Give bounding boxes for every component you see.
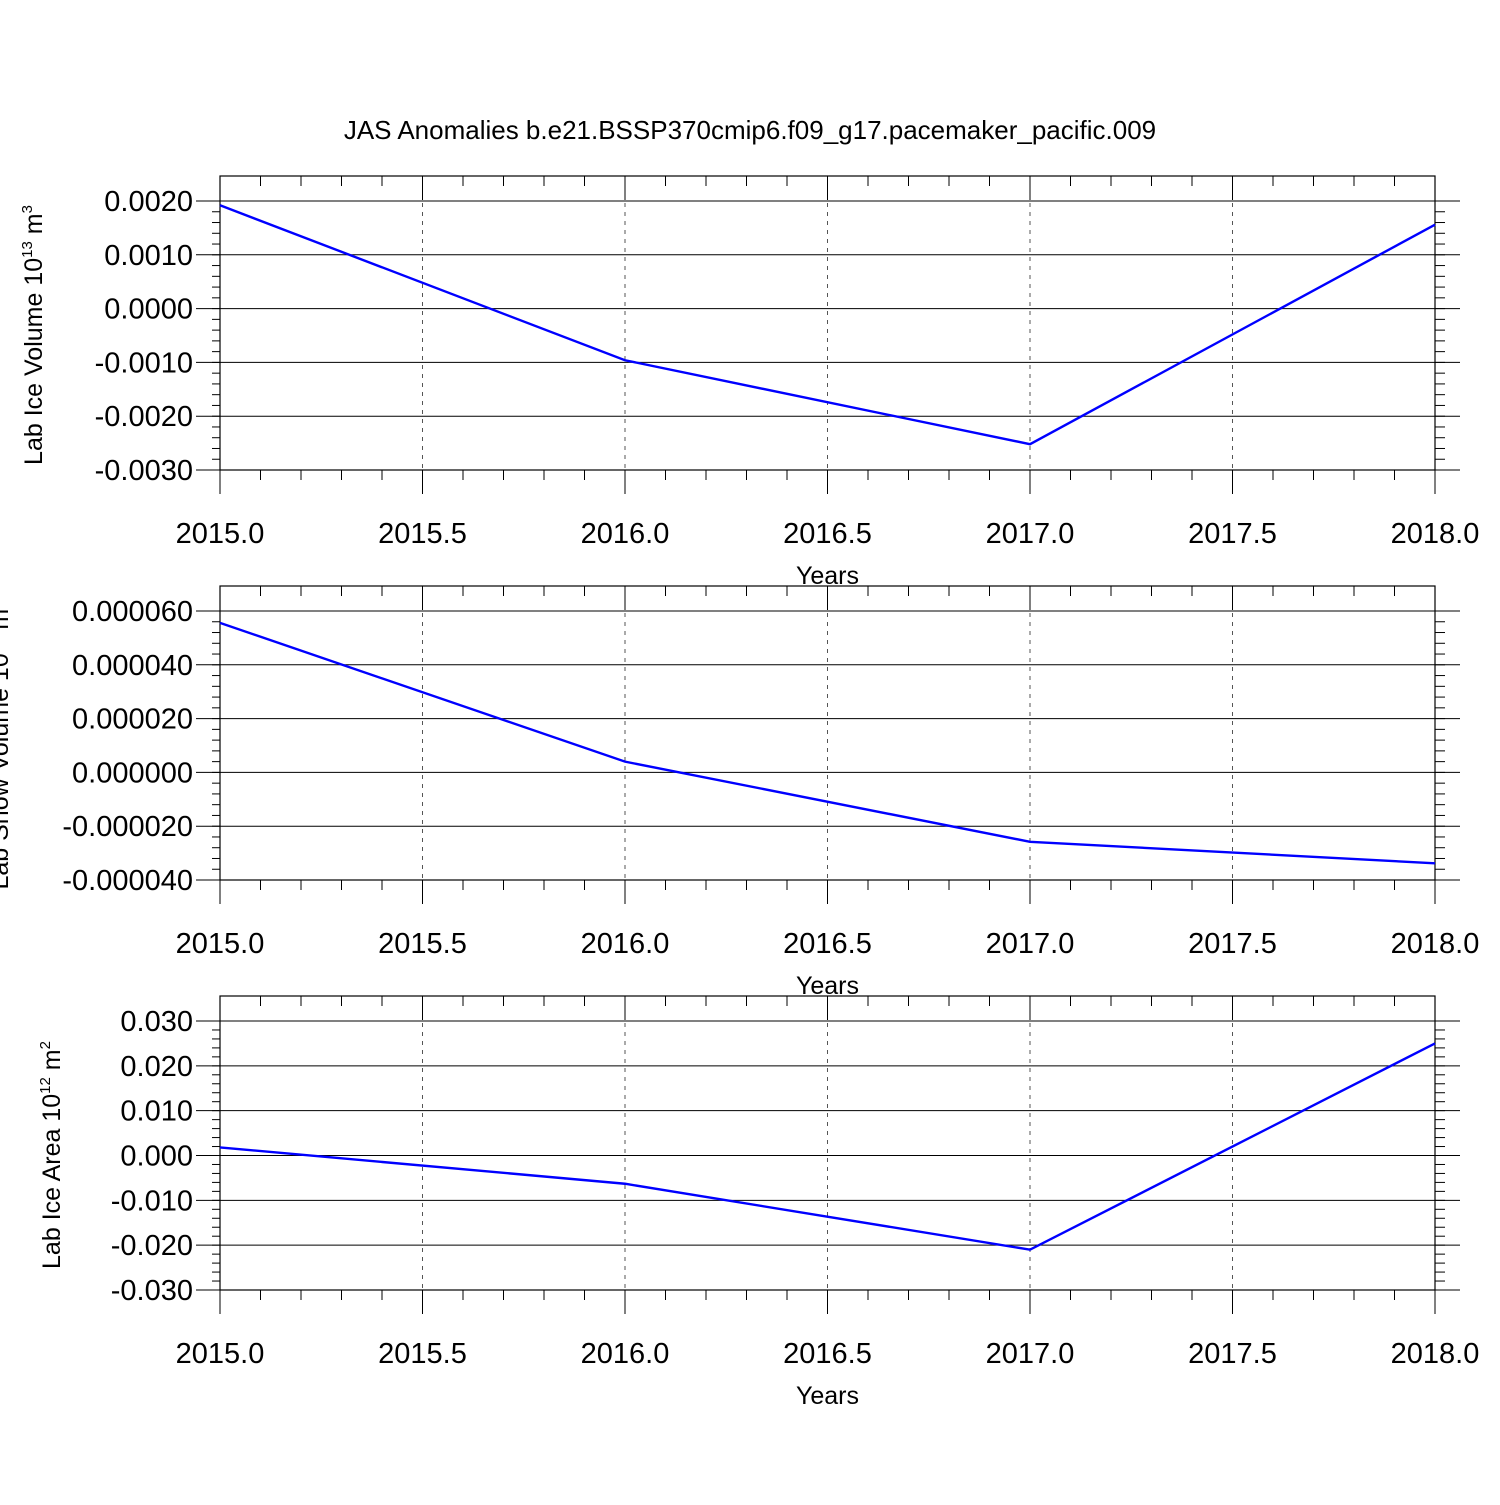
x-tick-label: 2017.5 xyxy=(1188,1338,1277,1370)
x-tick-label: 2015.0 xyxy=(176,928,265,960)
x-tick-label: 2017.0 xyxy=(986,1338,1075,1370)
x-tick-label: 2017.5 xyxy=(1188,518,1277,550)
chart-title: JAS Anomalies b.e21.BSSP370cmip6.f09_g17… xyxy=(344,115,1156,145)
series-line xyxy=(219,204,1436,446)
y-tick-label: 0.000040 xyxy=(72,650,193,682)
y-tick-label: 0.030 xyxy=(120,1006,193,1038)
x-axis-label: Years xyxy=(796,1382,859,1410)
y-tick-label: 0.0010 xyxy=(104,240,193,272)
y-tick-label: 0.000020 xyxy=(72,704,193,736)
y-axis-label-part: 3 xyxy=(19,205,36,213)
x-tick-label: 2015.5 xyxy=(378,928,467,960)
x-axis-label: Years xyxy=(796,562,859,590)
y-axis-label-part: 13 xyxy=(0,637,2,654)
x-tick-label: 2018.0 xyxy=(1391,518,1480,550)
y-axis-label-part: 2 xyxy=(37,1041,54,1049)
x-tick-label: 2017.0 xyxy=(986,518,1075,550)
y-axis-label-part: Lab Snow Volume 10 xyxy=(0,653,14,889)
y-axis-label-part: Lab Ice Area 10 xyxy=(38,1094,66,1269)
y-axis-label-part: m xyxy=(20,213,48,241)
y-tick-label: 0.000060 xyxy=(72,596,193,628)
x-tick-label: 2018.0 xyxy=(1391,928,1480,960)
x-tick-label: 2015.5 xyxy=(378,1338,467,1370)
y-tick-label: 0.0000 xyxy=(104,294,193,326)
y-axis-label-part: 12 xyxy=(37,1077,54,1094)
x-tick-label: 2017.5 xyxy=(1188,928,1277,960)
x-tick-label: 2015.5 xyxy=(378,518,467,550)
x-tick-label: 2016.5 xyxy=(783,928,872,960)
y-axis-label-part: Lab Ice Volume 10 xyxy=(20,258,48,465)
y-tick-label: -0.0010 xyxy=(95,347,193,379)
y-axis-label: Lab Snow Volume 1013 m3 xyxy=(0,600,14,889)
x-tick-label: 2016.0 xyxy=(581,1338,670,1370)
x-tick-label: 2016.5 xyxy=(783,518,872,550)
x-tick-label: 2016.0 xyxy=(581,928,670,960)
y-axis-label: Lab Ice Area 1012 m2 xyxy=(37,1041,66,1269)
x-tick-label: 2015.0 xyxy=(176,518,265,550)
y-axis-label-part: 13 xyxy=(19,241,36,258)
x-tick-label: 2018.0 xyxy=(1391,1338,1480,1370)
y-tick-label: 0.000000 xyxy=(72,757,193,789)
y-axis-label-part: 3 xyxy=(0,600,2,608)
y-tick-label: -0.030 xyxy=(111,1275,193,1307)
y-tick-label: 0.000 xyxy=(120,1141,193,1173)
series-line xyxy=(219,1042,1436,1251)
y-axis-label-part: m xyxy=(0,609,14,637)
y-tick-label: 0.010 xyxy=(120,1096,193,1128)
x-axis-label: Years xyxy=(796,972,859,1000)
series-line xyxy=(219,621,1436,865)
x-tick-label: 2016.5 xyxy=(783,1338,872,1370)
y-tick-label: -0.000040 xyxy=(62,865,193,897)
y-tick-label: -0.0030 xyxy=(95,455,193,487)
y-tick-label: -0.0020 xyxy=(95,401,193,433)
y-tick-label: -0.020 xyxy=(111,1230,193,1262)
panel-2: 0.000060 0.000040 0.000020 0.000000 -0.00002… xyxy=(0,585,1480,1000)
y-tick-label: -0.010 xyxy=(111,1185,193,1217)
y-tick-label: 0.020 xyxy=(120,1051,193,1083)
y-axis-label: Lab Ice Volume 1013 m3 xyxy=(19,205,48,465)
x-tick-label: 2016.0 xyxy=(581,518,670,550)
y-axis-label-part: m xyxy=(38,1049,66,1077)
panel-1: 0.0020 0.0010 0.0000 -0.0010 -0.0020 -0.0030 2… xyxy=(19,175,1480,590)
y-tick-label: -0.000020 xyxy=(62,811,193,843)
x-tick-label: 2017.0 xyxy=(986,928,1075,960)
panel-3: 0.030 0.020 0.010 0.000 -0.010 -0.020 -0.030 20… xyxy=(37,995,1480,1410)
y-tick-label: 0.0020 xyxy=(104,186,193,218)
x-tick-label: 2015.0 xyxy=(176,1338,265,1370)
